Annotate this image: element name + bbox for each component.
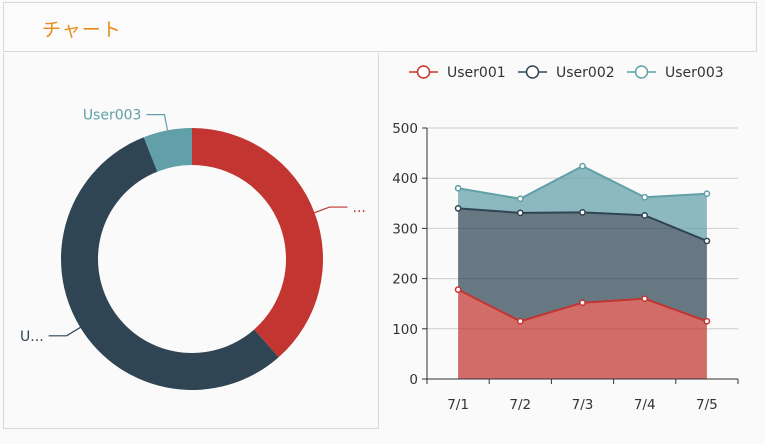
point-user001-0 [454,286,462,293]
x-tick-label: 7/1 [447,397,469,413]
donut-chart: ... U... User003 [20,108,366,390]
point-user002-4 [703,237,711,245]
point-user002-2 [579,208,586,216]
y-tick-label: 0 [409,372,418,388]
point-user001-2 [579,299,586,307]
donut-label-user001: ... [353,200,366,216]
point-user002-3 [641,211,649,219]
donut-leader-user001 [314,206,348,214]
x-tick-label: 7/4 [634,397,656,413]
donut-leader-user002 [48,326,81,337]
page-title: チャート [42,19,122,41]
legend-label-user003: User003 [665,65,724,81]
y-tick-label: 100 [392,322,418,338]
area-user002 [458,208,707,322]
point-user002-0 [454,204,462,212]
y-tick-label: 300 [392,221,418,237]
donut-slice-user002 [61,137,279,390]
page-header: チャート [3,2,757,52]
legend-marker-user003 [634,65,649,79]
donut-chart-panel: ... U... User003 [3,53,379,429]
point-user003-2 [579,162,586,170]
x-tick-label: 7/2 [509,397,531,413]
donut-slice-user001 [192,128,323,358]
point-user003-3 [641,193,649,201]
x-tick-label: 7/3 [572,397,594,413]
y-tick-label: 400 [392,171,418,187]
donut-leader-user003 [146,114,169,131]
point-user002-1 [516,209,524,217]
donut-label-user002: U... [20,329,44,345]
point-user003-4 [703,190,711,198]
donut-label-user003: User003 [83,108,142,124]
legend-marker-user001 [416,65,431,79]
legend-marker-user002 [525,65,540,79]
donut-slice-user003 [143,128,192,172]
point-user001-4 [703,317,711,325]
point-user001-1 [516,317,524,325]
area-user001 [458,289,707,379]
legend-label-user002: User002 [556,65,615,81]
area-user003 [458,166,707,241]
y-tick-label: 500 [392,121,418,137]
x-tick-label: 7/5 [696,397,718,413]
y-tick-label: 200 [392,272,418,288]
stacked-area-chart: 0 100 200 300 400 500 7/1 7/2 7/3 7/4 7/5 User001 Us… [392,65,739,413]
legend-label-user001: User001 [447,65,506,81]
point-user003-1 [516,195,524,203]
point-user003-0 [454,184,462,192]
area-chart-panel: 0 100 200 300 400 500 7/1 7/2 7/3 7/4 7/5 User001 Us… [379,53,757,429]
point-user001-3 [641,295,649,303]
